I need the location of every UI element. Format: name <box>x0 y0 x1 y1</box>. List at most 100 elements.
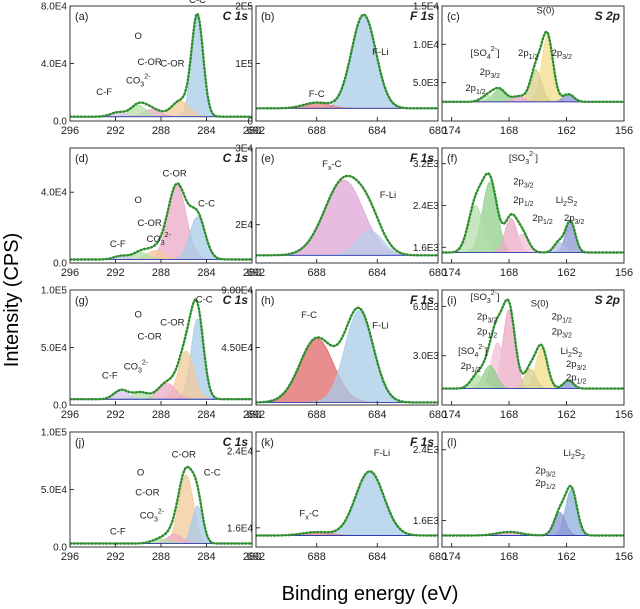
x-tick-label: 156 <box>615 267 633 279</box>
peak-annotation-sub: 3/2 <box>524 183 534 190</box>
peak-annotation: CO32- <box>124 359 149 374</box>
peak-annotation-sup: 2- <box>491 290 498 297</box>
peak-annotation-sub: 2 <box>568 352 572 359</box>
component-peak-3 <box>70 250 252 260</box>
plot-area <box>256 13 438 110</box>
x-tick-label: 280 <box>243 551 261 563</box>
panel-label: (f) <box>447 153 457 165</box>
peak-annotation: [SO42-] <box>458 344 487 359</box>
panel-b: 692 688 684 680 0 1E5 2E5 (b) F 1s F-Li F-C <box>235 2 447 138</box>
x-tick-label: 162 <box>557 551 575 563</box>
y-tick-label: 3.2E3 <box>413 159 440 170</box>
peak-annotation-sub: 3 <box>487 298 491 305</box>
peak-annotation: C-C <box>196 295 213 306</box>
component-peak-1 <box>256 470 438 536</box>
x-tick-label: 168 <box>500 409 518 421</box>
x-tick-label: 288 <box>152 267 170 279</box>
core-level-tag: C 1s <box>223 293 249 307</box>
panel-label: (d) <box>75 153 88 165</box>
peak-annotation-after: S <box>575 448 581 459</box>
x-tick-label: 162 <box>557 125 575 137</box>
peak-annotation-after: ] <box>497 48 500 59</box>
core-level-tag: F 1s <box>410 435 434 449</box>
peak-annotation-sup: 2- <box>478 344 485 351</box>
y-tick-label: 2.4E3 <box>413 445 440 456</box>
peak-annotation-sub: 1/2 <box>577 378 587 385</box>
x-tick-label: 296 <box>61 125 79 137</box>
core-level-tag: F 1s <box>410 9 434 23</box>
y-tick-label: 0.0 <box>53 117 67 128</box>
plot-area <box>70 11 252 118</box>
x-tick-label: 280 <box>243 409 261 421</box>
peak-annotation: C-F <box>96 87 112 98</box>
x-tick-label: 280 <box>243 267 261 279</box>
x-tick-label: 162 <box>557 267 575 279</box>
peak-annotation: F-C <box>309 89 325 100</box>
y-tick-label: 5.0E4 <box>41 343 68 354</box>
x-tick-label: 296 <box>61 551 79 563</box>
peak-annotation: C-C <box>189 0 206 6</box>
peak-annotation: 2p3/2 <box>477 312 497 325</box>
peak-annotation: CO32- <box>126 74 151 89</box>
peak-annotation: 2p3/2 <box>552 48 572 61</box>
peak-annotation: [SO42-] <box>471 46 500 61</box>
y-tick-label: 1.0E4 <box>413 40 440 51</box>
peak-annotation-sub: 3/2 <box>575 219 585 226</box>
peak-annotation-sub: 1/2 <box>529 54 539 61</box>
x-tick-label: 174 <box>442 551 460 563</box>
core-level-tag: C 1s <box>223 435 249 449</box>
peak-annotation-sub: 3/2 <box>577 365 587 372</box>
component-peak-1 <box>256 14 438 109</box>
plot-area <box>256 174 438 257</box>
peak-annotation: C-F <box>102 371 118 382</box>
panel-label: (h) <box>261 295 274 307</box>
fit-envelope <box>256 470 438 537</box>
fit-envelope <box>442 298 624 390</box>
fit-envelope <box>70 182 252 261</box>
fit-envelope <box>256 174 438 257</box>
y-tick-label: 2.4E3 <box>413 201 440 212</box>
peak-annotation: [SO32-] <box>509 151 538 166</box>
x-tick-label: 688 <box>307 267 325 279</box>
peak-annotation: 2p3/2 <box>552 326 572 339</box>
peak-annotation: 2p1/2 <box>461 361 481 374</box>
y-tick-label: 4.0E4 <box>41 59 68 70</box>
peak-annotation-sub: 3 <box>525 159 529 166</box>
peak-annotation-after-sub: 2 <box>581 454 585 461</box>
peak-annotation-sup: 2- <box>142 359 149 366</box>
peak-annotation: 2p1/2 <box>518 48 538 61</box>
y-tick-label: 9.00E4 <box>221 286 253 297</box>
peak-annotation-sub: 1/2 <box>546 484 556 491</box>
x-tick-label: 156 <box>615 125 633 137</box>
x-tick-label: 288 <box>152 409 170 421</box>
peak-annotation-sub: 4 <box>474 352 478 359</box>
peak-annotation-sub: 1/2 <box>543 219 553 226</box>
panel-i: 174 168 162 156 3.0E3 6.0E3 (i) S 2p [SO32-] S(0)… <box>413 289 633 421</box>
peak-annotation: C-OR <box>137 331 161 342</box>
peak-annotation: O <box>135 195 142 206</box>
x-tick-label: 280 <box>243 125 261 137</box>
axes-frame <box>441 289 625 406</box>
x-tick-label: 292 <box>106 267 124 279</box>
peak-annotation: Fx-C <box>322 159 341 172</box>
peak-annotation: 2p3/2 <box>480 67 500 80</box>
peak-annotation-sub: x <box>305 514 309 521</box>
x-tick-label: 174 <box>442 267 460 279</box>
panel-k: 692 688 684 680 1.6E4 2.4E4 (k) F 1s F-Li Fx-C <box>227 431 447 563</box>
x-tick-label: 688 <box>307 125 325 137</box>
peak-annotation: F-Li <box>374 448 390 459</box>
panel-c: 174 168 162 156 5.0E3 1.0E4 1.5E4 (c) S 2p S(0) 2p… <box>413 2 633 138</box>
peak-annotation-sup: 2- <box>158 508 165 515</box>
x-tick-label: 692 <box>247 551 265 563</box>
x-tick-label: 156 <box>615 409 633 421</box>
y-tick-label: 1.0E5 <box>41 428 68 439</box>
peak-annotation-sup: 2- <box>144 74 151 81</box>
peak-annotation-sub: 1/2 <box>524 201 534 208</box>
fit-envelope <box>256 306 438 404</box>
panel-a: 296 292 288 284 280 0.0 4.0E4 8.0E4 (a) C 1s C-C C-… <box>41 0 261 137</box>
peak-annotation-sub: 1/2 <box>562 318 572 325</box>
peak-annotation: C-OR <box>135 487 159 498</box>
y-tick-label: 0.0 <box>53 543 67 554</box>
x-tick-label: 680 <box>429 125 447 137</box>
